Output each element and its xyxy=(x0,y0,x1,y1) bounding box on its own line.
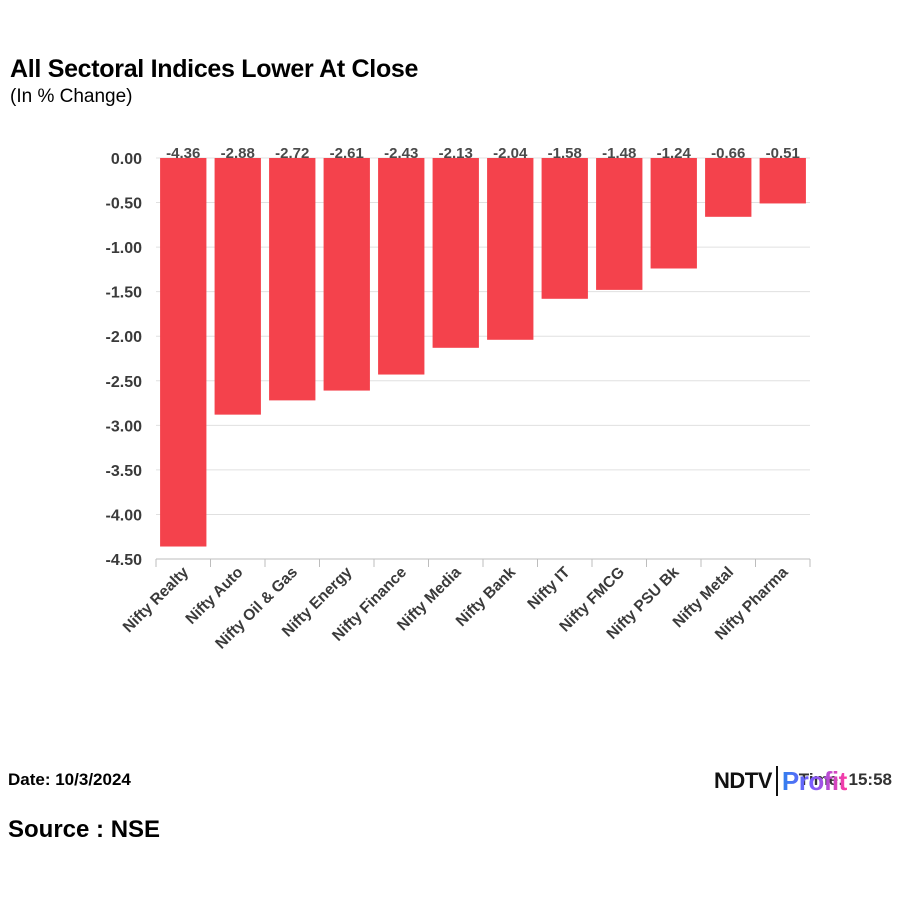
bar xyxy=(596,158,643,290)
y-tick-label: -3.00 xyxy=(106,418,143,435)
bar xyxy=(378,158,425,375)
y-tick-label: 0.00 xyxy=(111,151,142,168)
logo-ndtv-text: NDTV xyxy=(714,768,772,793)
chart-time: Time: 15:58 xyxy=(799,770,892,789)
x-category-label: Nifty Realty xyxy=(120,564,193,637)
bar xyxy=(323,158,370,391)
bar xyxy=(269,158,316,401)
bar xyxy=(650,158,697,269)
y-tick-label: -4.00 xyxy=(106,507,143,524)
bar-value-label: -1.58 xyxy=(548,145,582,162)
bar xyxy=(160,158,207,547)
x-category-label: Nifty IT xyxy=(524,563,574,613)
bar xyxy=(214,158,261,415)
bar xyxy=(487,158,534,340)
x-category-label: Nifty Bank xyxy=(453,564,519,630)
bar xyxy=(759,158,806,204)
bar-value-label: -2.61 xyxy=(330,145,364,162)
ndtv-profit-logo: NDTV Profit xyxy=(714,764,847,798)
bar-value-label: -1.24 xyxy=(657,145,692,162)
y-axis-ticks: 0.00 -0.50 -1.00 -1.50 -2.00 -2.50 -3.00 -3.50 -… xyxy=(106,151,143,569)
bar-value-label: -2.88 xyxy=(221,145,255,162)
chart-title: All Sectoral Indices Lower At Close xyxy=(10,55,419,83)
y-tick-label: -1.00 xyxy=(106,240,143,257)
bars xyxy=(160,158,806,547)
y-tick-label: -0.50 xyxy=(106,196,143,213)
bar-value-label: -0.51 xyxy=(766,145,800,162)
y-tick-label: -1.50 xyxy=(106,285,143,302)
value-labels: -4.36 -2.88 -2.72 -2.61 -2.43 -2.13 -2.04 -1.58… xyxy=(166,145,800,162)
bar-value-label: -4.36 xyxy=(166,145,200,162)
bar xyxy=(541,158,588,299)
bar-value-label: -1.48 xyxy=(602,145,636,162)
bar-value-label: -0.66 xyxy=(711,145,745,162)
bar-value-label: -2.43 xyxy=(384,145,418,162)
chart-subtitle: (In % Change) xyxy=(10,86,133,107)
bar-value-label: -2.72 xyxy=(275,145,309,162)
logo-divider xyxy=(775,766,778,796)
chart-source: Source : NSE xyxy=(8,816,161,843)
logo-profit-text: Profit xyxy=(781,765,847,796)
y-tick-label: -3.50 xyxy=(106,463,143,480)
y-tick-label: -4.50 xyxy=(106,552,143,569)
y-tick-label: -2.00 xyxy=(106,329,143,346)
chart-date: Date: 10/3/2024 xyxy=(8,770,131,789)
bar xyxy=(432,158,479,348)
bar xyxy=(705,158,752,217)
y-tick-label: -2.50 xyxy=(106,374,143,391)
bar-value-label: -2.13 xyxy=(439,145,473,162)
bar-value-label: -2.04 xyxy=(493,145,528,162)
